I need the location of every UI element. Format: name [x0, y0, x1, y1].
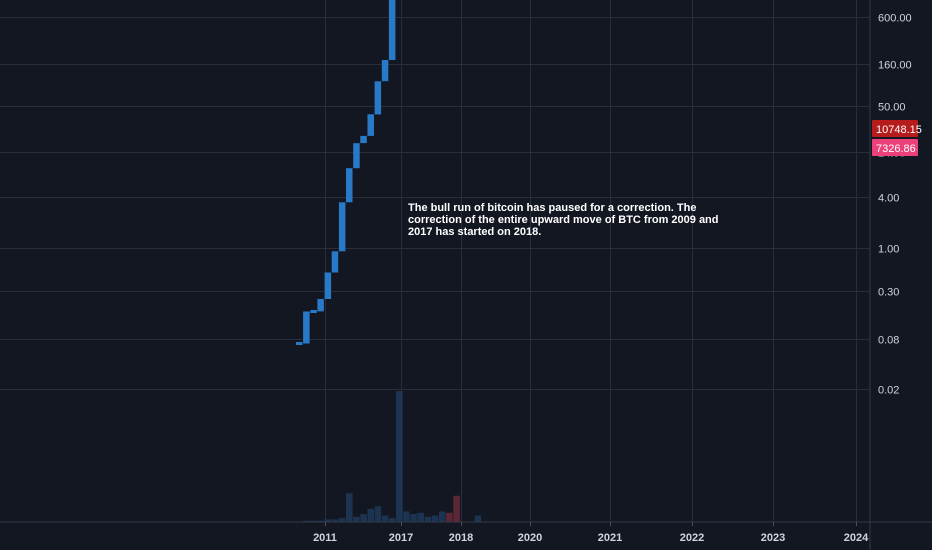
- volume-bar: [474, 515, 482, 523]
- volume-bar: [453, 495, 460, 522]
- x-tick-label: 2024: [844, 532, 869, 544]
- volume-bar: [324, 519, 332, 522]
- volume-bar: [417, 512, 424, 522]
- price-tags: 10748.15 7326.86: [872, 120, 922, 156]
- price-tag-box: [872, 139, 918, 156]
- volume-bar: [396, 391, 403, 522]
- volume-bar: [403, 511, 410, 522]
- y-tick-label: 50.00: [878, 102, 906, 114]
- volume-bar: [346, 493, 353, 522]
- y-tick-label: 600.00: [878, 13, 912, 25]
- volume-bar: [381, 515, 389, 523]
- candle: [317, 299, 324, 312]
- candle: [374, 81, 382, 115]
- annotation-line: 2017 has started on 2018.: [408, 226, 541, 238]
- volume-bar: [424, 516, 432, 522]
- candle: [367, 114, 374, 136]
- volume-bar: [303, 520, 310, 522]
- volume-bar: [374, 506, 382, 522]
- volume-bars: [303, 391, 482, 523]
- annotation-line: The bull run of bitcoin has paused for a…: [408, 202, 696, 214]
- price-tag: 10748.15: [872, 120, 922, 137]
- annotation: The bull run of bitcoin has paused for a…: [408, 202, 719, 238]
- x-tick-label: 2023: [761, 532, 785, 544]
- candles: [296, 0, 396, 345]
- volume-bar: [431, 515, 439, 523]
- candle: [360, 135, 367, 144]
- x-tick-label: 2021: [598, 532, 622, 544]
- y-axis[interactable]: 1200000.00300000.0080000.0025000.002000.…: [878, 0, 932, 397]
- x-axis[interactable]: 2011 2017 2018 2020 2021 2022 2023 2024: [313, 522, 869, 544]
- y-tick-label: 0.02: [878, 385, 899, 397]
- x-tick-label: 2011: [313, 532, 337, 544]
- candle: [310, 310, 317, 313]
- price-tag-label: 10748.15: [876, 124, 922, 136]
- candle: [346, 168, 353, 203]
- y-tick-label: 0.30: [878, 287, 899, 299]
- candle: [303, 311, 310, 344]
- candle: [338, 202, 346, 252]
- volume-bar: [317, 520, 324, 522]
- candle: [353, 143, 360, 169]
- volume-bar: [410, 514, 417, 522]
- volume-bar: [310, 520, 317, 522]
- x-tick-label: 2020: [518, 532, 542, 544]
- y-tick-label: 0.08: [878, 335, 899, 347]
- grid: [0, 0, 870, 522]
- candle: [324, 272, 332, 299]
- volume-bar: [439, 511, 446, 522]
- candle: [331, 251, 339, 273]
- annotation-line: correction of the entire upward move of …: [408, 214, 719, 226]
- volume-bar: [367, 508, 374, 522]
- x-tick-label: 2022: [680, 532, 704, 544]
- volume-bar: [353, 516, 360, 522]
- x-tick-label: 2017: [389, 532, 413, 544]
- price-tag-box: [872, 120, 918, 137]
- price-tag-label: 7326.86: [876, 143, 916, 155]
- candle: [296, 342, 303, 345]
- candle: [388, 0, 396, 61]
- price-tag: 7326.86: [872, 139, 918, 156]
- y-tick-label: 4.00: [878, 193, 899, 205]
- y-tick-label: 160.00: [878, 60, 912, 72]
- volume-bar: [338, 518, 346, 522]
- volume-bar: [446, 512, 453, 522]
- volume-bar: [388, 518, 396, 522]
- x-tick-label: 2018: [449, 532, 473, 544]
- y-tick-label: 1.00: [878, 244, 899, 256]
- volume-bar: [360, 514, 367, 522]
- volume-bar: [331, 519, 339, 522]
- candle: [381, 60, 389, 82]
